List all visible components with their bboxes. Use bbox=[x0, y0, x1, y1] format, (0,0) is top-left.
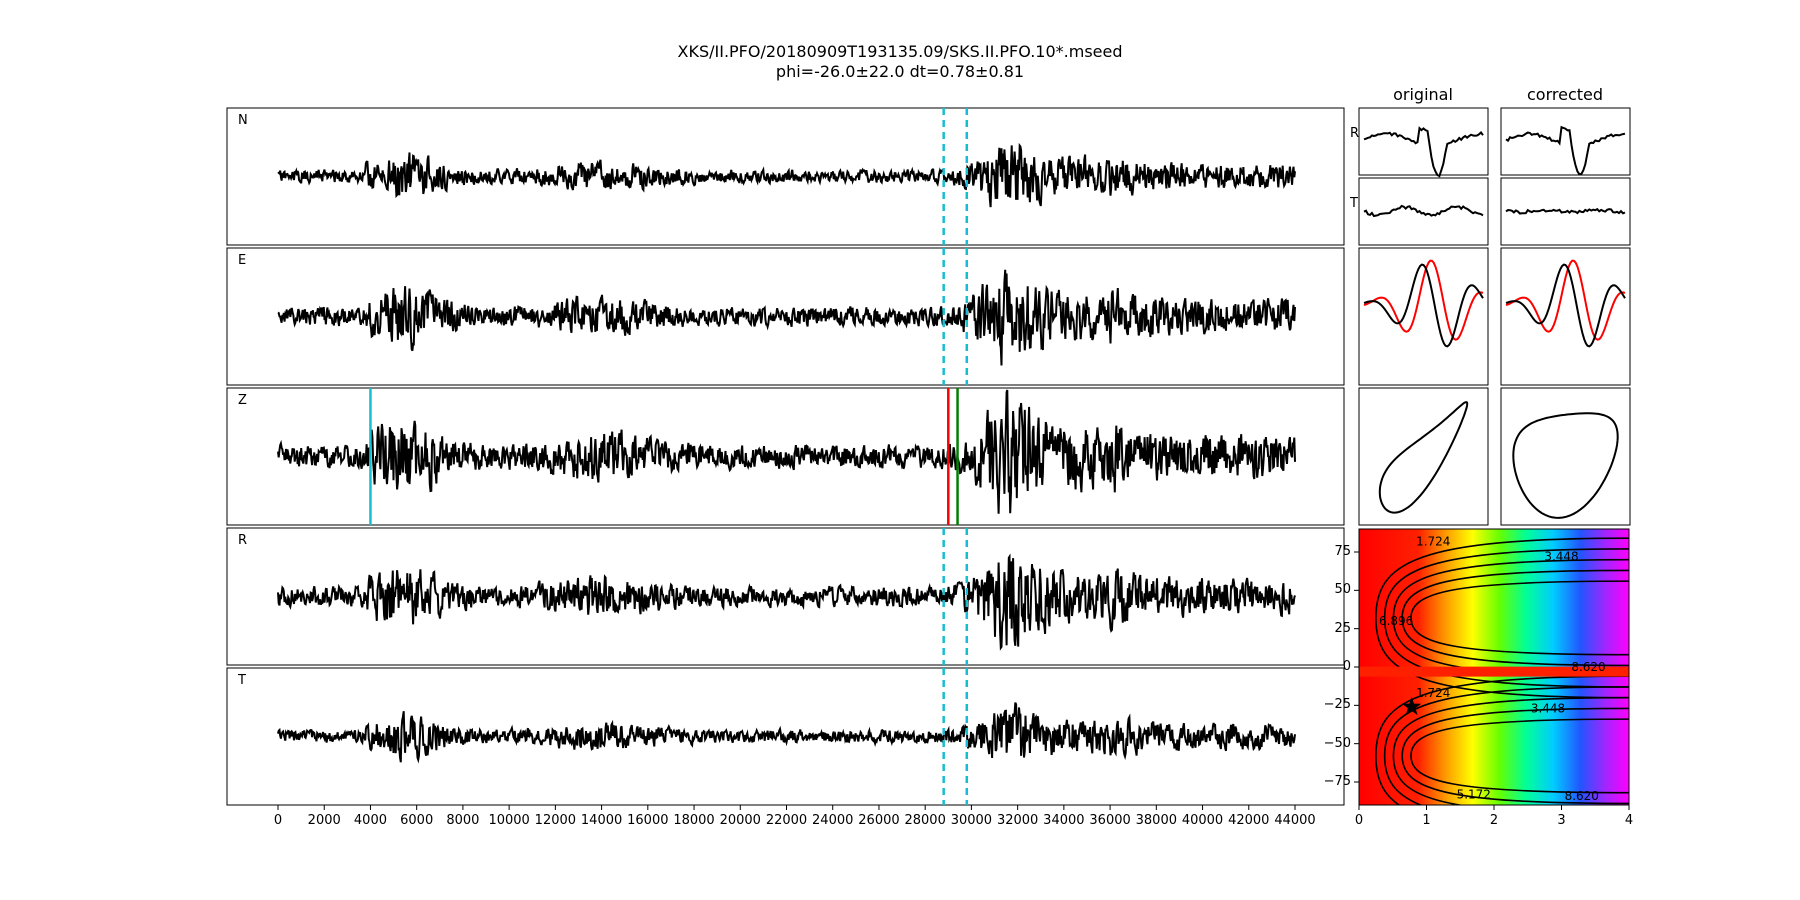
x-tick-label: 10000 bbox=[488, 813, 530, 828]
trace-label-e: E bbox=[238, 253, 247, 268]
hm-y-tick-label: −75 bbox=[1323, 774, 1351, 789]
x-tick-label: 34000 bbox=[1043, 813, 1085, 828]
contour-value-label: 1.724 bbox=[1416, 534, 1450, 548]
contour-line-0-0 bbox=[1375, 537, 1629, 699]
small-panel-0-3 bbox=[1358, 387, 1489, 526]
contour-value-label: 8.620 bbox=[1565, 789, 1599, 803]
hm-x-tick-label: 2 bbox=[1489, 813, 1499, 828]
waveform-z bbox=[277, 389, 1296, 514]
hm-y-tick-label: 25 bbox=[1334, 620, 1351, 636]
x-tick-label: 14000 bbox=[580, 813, 623, 828]
contour-value-label: 5.172 bbox=[1457, 787, 1491, 801]
waveform-e bbox=[277, 269, 1296, 366]
contour-value-label: 6.896 bbox=[1379, 614, 1413, 628]
small-panel-1-1 bbox=[1500, 177, 1631, 246]
hm-y-tick-label: −50 bbox=[1323, 735, 1351, 751]
x-tick-label: 22000 bbox=[765, 813, 808, 828]
x-tick-label: 0 bbox=[273, 813, 283, 828]
contour-value-label: 8.620 bbox=[1571, 660, 1605, 674]
contour-line-1-3 bbox=[1401, 707, 1629, 805]
trace-label-t: T bbox=[238, 673, 246, 688]
waveform-r bbox=[277, 553, 1296, 651]
waveform-t bbox=[277, 702, 1296, 764]
x-tick-label: 36000 bbox=[1089, 813, 1131, 828]
trace-label-r: R bbox=[238, 533, 248, 548]
hm-x-tick-label: 3 bbox=[1557, 813, 1566, 828]
hm-y-tick-label: −25 bbox=[1323, 697, 1351, 713]
trace-panel-t bbox=[226, 667, 1345, 806]
x-tick-label: 42000 bbox=[1228, 813, 1270, 828]
r-component-trace-0 bbox=[1363, 126, 1484, 178]
figure-title-line1: XKS/II.PFO/20180909T193135.09/SKS.II.PFO… bbox=[677, 42, 1123, 61]
small-panel-1-0 bbox=[1500, 107, 1631, 176]
x-tick-label: 44000 bbox=[1274, 813, 1316, 828]
column-title-corrected: corrected bbox=[1526, 85, 1604, 104]
contour-group bbox=[1359, 537, 1629, 805]
column-title-original: original bbox=[1393, 85, 1453, 104]
hm-x-tick-label: 4 bbox=[1624, 813, 1634, 828]
x-tick-label: 6000 bbox=[400, 813, 434, 828]
particle-motion-1 bbox=[1512, 412, 1619, 519]
x-tick-label: 20000 bbox=[719, 813, 761, 828]
x-tick-label: 8000 bbox=[446, 813, 480, 828]
contour-line-1-1 bbox=[1383, 686, 1629, 805]
trace-panel-e bbox=[226, 247, 1345, 386]
contour-line-1-2 bbox=[1392, 696, 1629, 805]
small-label-t: T bbox=[1350, 196, 1358, 211]
figure-title-line2: phi=-26.0±22.0 dt=0.78±0.81 bbox=[775, 62, 1025, 81]
hm-y-tick-label: 75 bbox=[1334, 544, 1351, 559]
red-overlay-trace-0 bbox=[1363, 259, 1484, 341]
trace-panel-r bbox=[226, 527, 1345, 666]
hm-x-tick-label: 0 bbox=[1354, 813, 1364, 828]
particle-motion-0 bbox=[1378, 401, 1469, 514]
contour-line-1-4 bbox=[1410, 718, 1629, 794]
x-tick-label: 2000 bbox=[307, 813, 341, 828]
waveform-n bbox=[277, 142, 1296, 208]
trace-panel-n bbox=[226, 107, 1345, 246]
trace-panel-z bbox=[226, 387, 1345, 526]
red-overlay-trace-1 bbox=[1505, 259, 1626, 341]
contour-value-label: 3.448 bbox=[1531, 701, 1565, 715]
best-fit-star bbox=[1402, 696, 1422, 715]
contour-line-1-0 bbox=[1375, 675, 1629, 805]
x-tick-label: 4000 bbox=[353, 813, 387, 828]
trace-label-z: Z bbox=[238, 393, 247, 408]
hm-y-tick-label: 50 bbox=[1334, 582, 1351, 598]
small-panel-0-2 bbox=[1358, 247, 1489, 386]
small-label-r: R bbox=[1350, 126, 1360, 141]
x-tick-label: 12000 bbox=[534, 813, 577, 828]
contour-line-0-3 bbox=[1401, 569, 1629, 667]
x-tick-label: 38000 bbox=[1135, 813, 1177, 828]
x-tick-label: 24000 bbox=[812, 813, 854, 828]
x-tick-label: 40000 bbox=[1181, 813, 1224, 828]
t-component-trace-0 bbox=[1363, 204, 1484, 218]
x-tick-label: 18000 bbox=[673, 813, 715, 828]
small-panel-1-2 bbox=[1500, 247, 1631, 386]
trace-label-n: N bbox=[238, 113, 248, 128]
contour-line-0-1 bbox=[1383, 548, 1629, 688]
x-tick-label: 30000 bbox=[950, 813, 993, 828]
x-tick-label: 32000 bbox=[996, 813, 1039, 828]
black-overlay-trace-0 bbox=[1363, 263, 1484, 348]
t-component-trace-1 bbox=[1505, 207, 1626, 215]
grid-search-heatmap: 1.724 3.448 6.896 8.620 1.724 3.448 5.172 8.620 bbox=[1354, 528, 1630, 810]
particle-panels bbox=[1358, 107, 1631, 526]
x-tick-label: 28000 bbox=[904, 813, 946, 828]
x-tick-label: 16000 bbox=[627, 813, 669, 828]
hm-x-tick-label: 1 bbox=[1422, 813, 1431, 828]
contour-value-label: 3.448 bbox=[1544, 550, 1578, 564]
contour-value-label: 1.724 bbox=[1416, 686, 1450, 700]
contour-line-0-4 bbox=[1410, 580, 1629, 656]
waveform-panels bbox=[226, 107, 1345, 810]
small-panel-0-0 bbox=[1358, 107, 1489, 176]
small-panel-1-3 bbox=[1500, 387, 1631, 526]
x-tick-label: 26000 bbox=[858, 813, 900, 828]
r-component-trace-1 bbox=[1505, 125, 1626, 176]
hm-y-tick-label: 0 bbox=[1342, 659, 1351, 674]
small-panel-0-1 bbox=[1358, 177, 1489, 246]
black-overlay-trace-1 bbox=[1505, 263, 1626, 348]
